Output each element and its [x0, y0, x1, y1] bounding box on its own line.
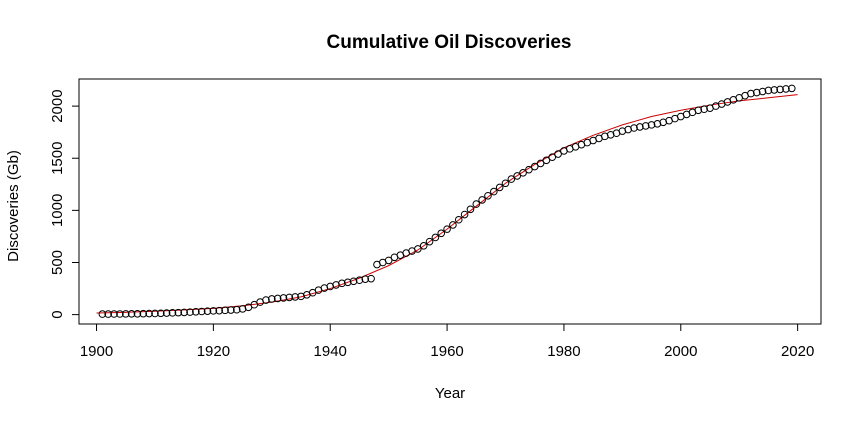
data-point — [186, 308, 194, 316]
data-point — [104, 310, 113, 318]
data-point — [758, 87, 767, 96]
data-point — [787, 84, 796, 93]
data-point — [180, 308, 188, 317]
y-axis-label: Discoveries (Gb) — [5, 150, 22, 262]
y-tick-label: 1500 — [49, 142, 66, 175]
data-point — [519, 169, 527, 177]
data-point — [215, 306, 224, 315]
fit-line-group — [96, 94, 798, 314]
data-point — [192, 308, 200, 316]
data-point — [478, 196, 486, 204]
data-point — [203, 307, 212, 315]
data-point — [782, 85, 790, 93]
x-tick-label: 1920 — [197, 343, 230, 360]
data-point — [338, 279, 346, 288]
data-point — [221, 306, 229, 315]
data-point — [484, 191, 492, 200]
data-point — [367, 274, 375, 283]
data-point — [268, 295, 276, 303]
data-point — [156, 309, 165, 318]
points-group — [98, 84, 796, 318]
data-point — [425, 237, 434, 246]
data-point — [285, 293, 294, 302]
data-point — [232, 305, 241, 314]
data-point — [437, 229, 446, 238]
data-point — [700, 105, 708, 114]
data-point — [472, 200, 481, 208]
data-point — [273, 294, 282, 303]
data-point — [116, 310, 124, 318]
data-point — [536, 159, 545, 168]
x-tick-label: 2020 — [781, 343, 814, 360]
data-point — [227, 306, 235, 314]
x-tick-label: 2000 — [664, 343, 697, 360]
data-point — [466, 205, 475, 214]
data-point — [548, 153, 557, 161]
data-point — [197, 307, 206, 316]
fit-line — [96, 94, 798, 314]
y-tick-label: 500 — [49, 250, 66, 275]
data-point — [145, 309, 153, 318]
data-point — [151, 309, 159, 318]
data-point — [355, 276, 364, 285]
data-point — [431, 233, 440, 242]
data-point — [776, 85, 784, 94]
data-point — [630, 124, 638, 132]
data-point — [127, 309, 136, 318]
data-point — [139, 309, 148, 318]
data-point — [647, 121, 656, 129]
x-tick-label: 1940 — [314, 343, 347, 360]
data-point — [501, 179, 510, 188]
data-point — [454, 215, 463, 224]
y-axis: 0 500 1000 1500 2000 — [49, 89, 80, 319]
data-point — [752, 88, 761, 97]
data-point — [133, 309, 142, 318]
data-point — [764, 86, 773, 95]
y-tick-label: 2000 — [49, 89, 66, 122]
data-point — [262, 296, 270, 304]
x-tick-label: 1900 — [80, 343, 113, 360]
data-point — [291, 293, 299, 301]
data-point — [443, 225, 451, 233]
x-axis-label: Year — [435, 385, 465, 402]
data-point — [349, 277, 358, 286]
data-point — [174, 308, 183, 317]
data-point — [168, 309, 177, 317]
data-point — [121, 310, 130, 318]
data-point — [490, 187, 498, 196]
data-point — [110, 310, 118, 318]
data-point — [162, 309, 171, 317]
x-tick-label: 1960 — [430, 343, 463, 360]
data-point — [419, 242, 428, 250]
data-point — [414, 245, 422, 253]
data-point — [449, 221, 457, 229]
data-point — [98, 310, 107, 318]
y-tick-label: 1000 — [49, 194, 66, 227]
x-axis: 1900 1920 1940 1960 1980 2000 2020 — [80, 323, 814, 360]
y-tick-label: 0 — [49, 310, 66, 318]
data-point — [542, 156, 551, 165]
data-point — [507, 175, 516, 183]
data-point — [460, 210, 469, 219]
data-point — [495, 183, 504, 192]
data-point — [384, 256, 393, 265]
data-point — [747, 89, 755, 98]
x-tick-label: 1980 — [547, 343, 580, 360]
data-point — [525, 165, 533, 174]
data-point — [279, 294, 288, 302]
data-point — [770, 86, 779, 94]
data-point — [694, 106, 703, 115]
plot-frame — [78, 78, 822, 325]
data-point — [209, 307, 218, 315]
data-point — [343, 278, 352, 287]
data-point — [641, 122, 650, 130]
data-point — [361, 275, 370, 283]
chart-title: Cumulative Oil Discoveries — [327, 32, 572, 53]
data-point — [513, 172, 521, 180]
data-point — [554, 150, 562, 158]
data-point — [530, 162, 539, 171]
data-point — [636, 123, 644, 131]
